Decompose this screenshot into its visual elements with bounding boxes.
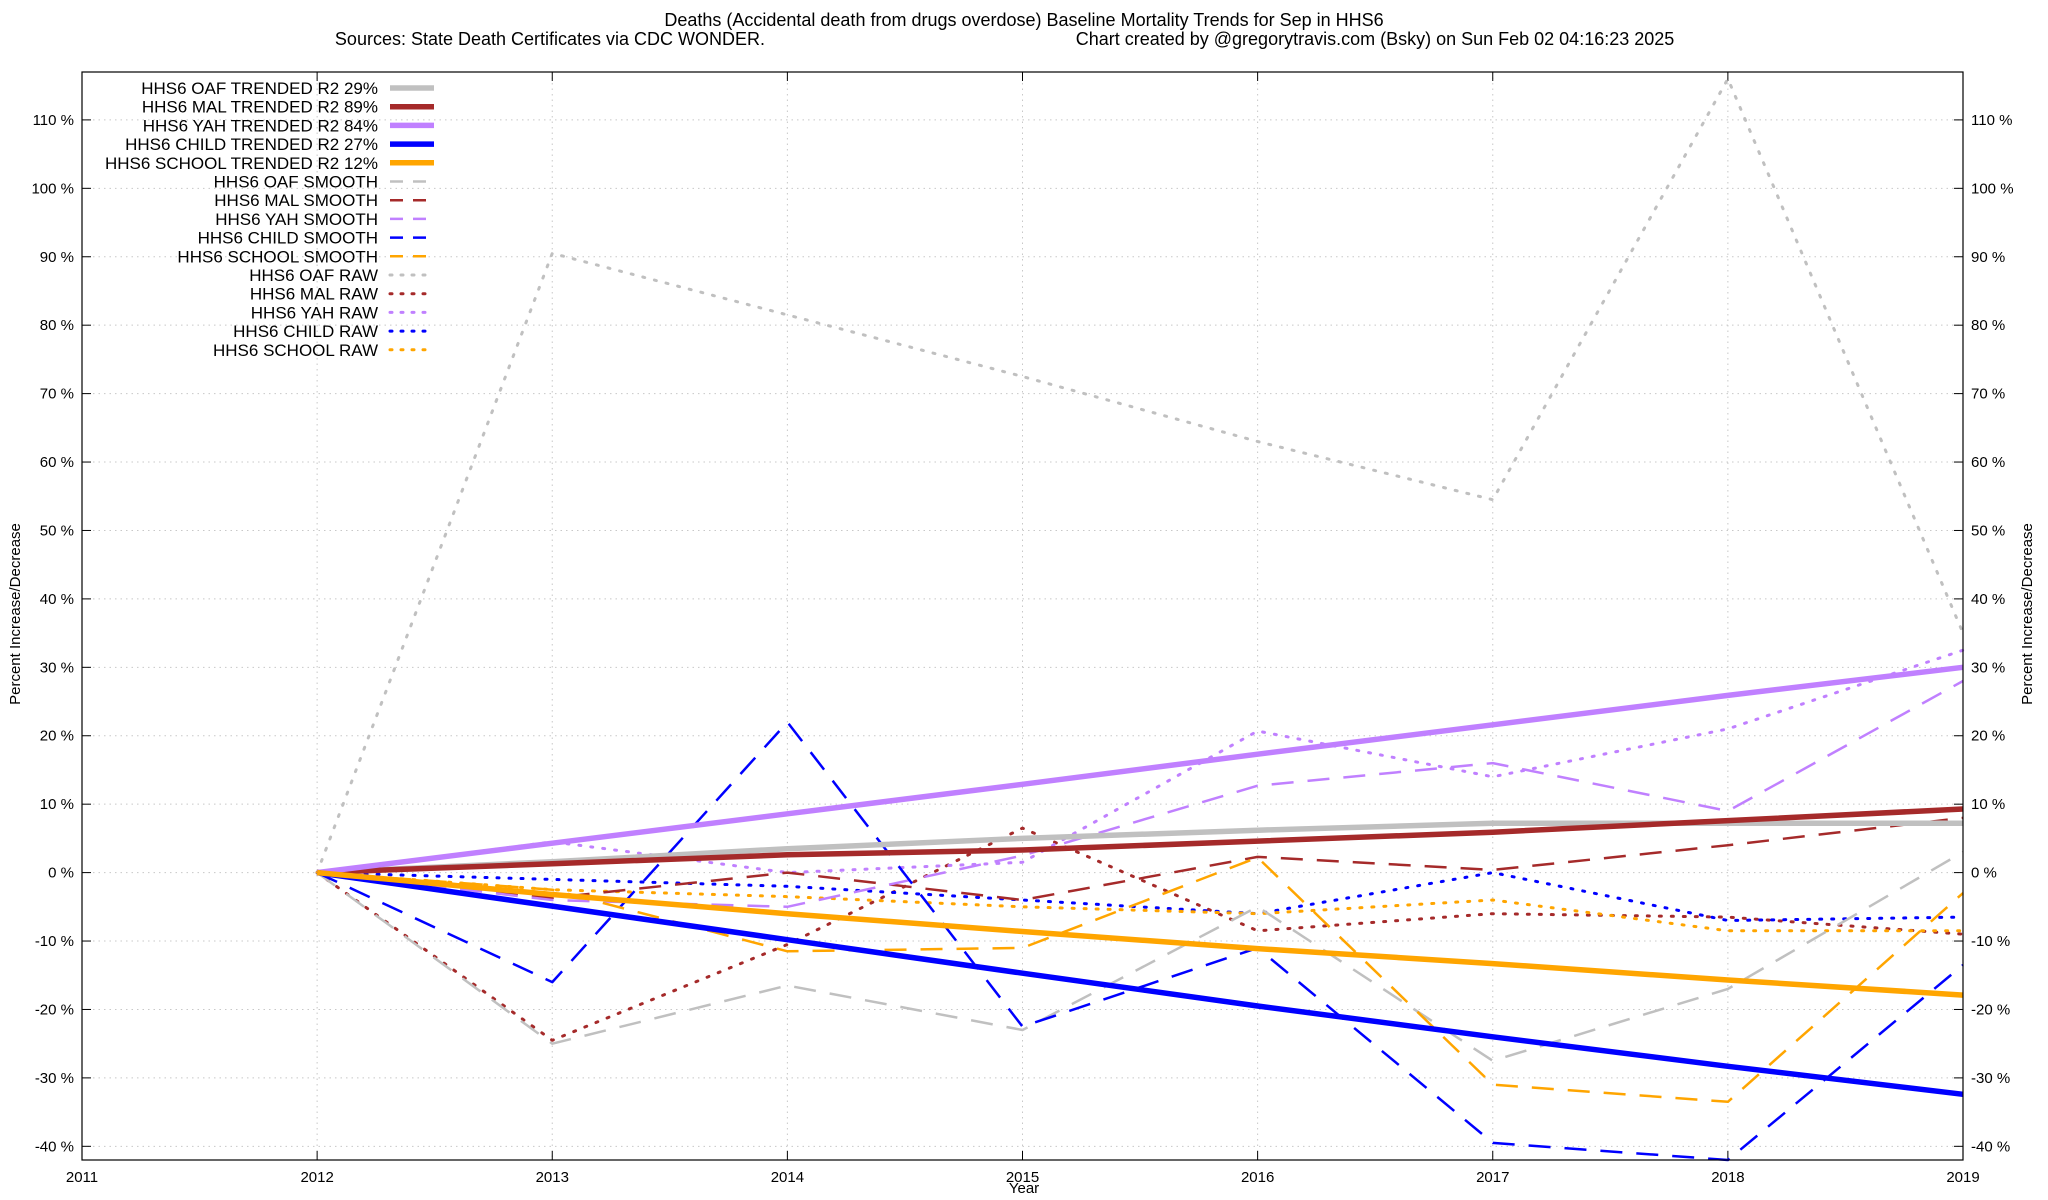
chart-subtitle-sources: Sources: State Death Certificates via CD… <box>335 29 765 49</box>
y-tick-label-left: 90 % <box>40 249 74 266</box>
legend-label: HHS6 CHILD SMOOTH <box>198 229 378 248</box>
legend: HHS6 OAF TRENDED R2 29%HHS6 MAL TRENDED … <box>105 79 436 360</box>
legend-label: HHS6 YAH TRENDED R2 84% <box>143 116 378 135</box>
legend-label: HHS6 YAH SMOOTH <box>215 210 378 229</box>
x-tick-label: 2014 <box>771 1169 804 1186</box>
x-tick-label: 2019 <box>1946 1169 1979 1186</box>
series-line-hhs6-yah-raw <box>315 648 1965 875</box>
y-tick-label-right: 40 % <box>1971 591 2005 608</box>
legend-label: HHS6 MAL SMOOTH <box>214 191 378 210</box>
legend-label: HHS6 SCHOOL TRENDED R2 12% <box>105 154 378 173</box>
y-tick-label-left: 0 % <box>48 865 74 882</box>
y-tick-label-right: 30 % <box>1971 659 2005 676</box>
y-tick-label-right: 20 % <box>1971 728 2005 745</box>
y-tick-label-left: 40 % <box>40 591 74 608</box>
y-tick-label-left: 50 % <box>40 522 74 539</box>
legend-label: HHS6 MAL TRENDED R2 89% <box>142 98 378 117</box>
series-line-hhs6-yah-smooth <box>316 679 1964 909</box>
legend-label: HHS6 CHILD TRENDED R2 27% <box>125 135 378 154</box>
y-axis-label-left: Percent Increase/Decrease <box>7 523 24 705</box>
series-group <box>315 77 1965 1162</box>
x-tick-label: 2017 <box>1476 1169 1509 1186</box>
x-tick-label: 2011 <box>66 1169 98 1186</box>
legend-label: HHS6 CHILD RAW <box>233 322 378 341</box>
y-tick-label-left: 30 % <box>40 659 74 676</box>
x-tick-label: 2015 <box>1006 1169 1039 1186</box>
y-tick-label-right: 100 % <box>1971 180 2014 197</box>
x-tick-label: 2012 <box>300 1169 333 1186</box>
chart-subtitle-credit: Chart created by @gregorytravis.com (Bsk… <box>1076 29 1675 49</box>
y-tick-label-right: 80 % <box>1971 317 2005 334</box>
legend-label: HHS6 OAF TRENDED R2 29% <box>141 79 378 98</box>
grid <box>81 72 1964 1160</box>
y-tick-label-left: 60 % <box>40 454 74 471</box>
y-tick-label-right: 110 % <box>1971 112 2012 129</box>
x-tick-label: 2013 <box>536 1169 569 1186</box>
y-tick-label-left: 70 % <box>40 386 74 403</box>
chart-title: Deaths (Accidental death from drugs over… <box>664 10 1383 30</box>
legend-label: HHS6 OAF SMOOTH <box>214 173 378 192</box>
series-line-hhs6-yah-trended <box>316 664 1964 876</box>
series-line-hhs6-oaf-raw <box>315 77 1965 875</box>
series-line-hhs6-school-raw <box>315 871 1965 933</box>
y-tick-label-left: 20 % <box>40 728 74 745</box>
legend-label: HHS6 SCHOOL SMOOTH <box>177 247 378 266</box>
series-line-hhs6-school-trended <box>316 869 1964 998</box>
y-tick-label-left: 100 % <box>31 180 74 197</box>
y-tick-label-left: -40 % <box>35 1138 74 1155</box>
y-tick-label-left: -10 % <box>35 933 74 950</box>
series-line-hhs6-mal-smooth <box>316 816 1964 902</box>
x-tick-label: 2018 <box>1711 1169 1744 1186</box>
y-tick-label-right: 60 % <box>1971 454 2005 471</box>
series-line-hhs6-school-smooth <box>317 856 1964 1104</box>
y-tick-label-left: 80 % <box>40 317 74 334</box>
y-tick-label-right: -40 % <box>1971 1138 2010 1155</box>
y-tick-label-right: 10 % <box>1971 796 2005 813</box>
series-line-hhs6-mal-trended <box>316 806 1964 876</box>
y-tick-label-right: -30 % <box>1971 1070 2010 1087</box>
y-tick-label-right: -20 % <box>1971 1001 2010 1018</box>
y-tick-label-right: -10 % <box>1971 933 2010 950</box>
y-tick-label-right: 90 % <box>1971 249 2005 266</box>
y-tick-label-left: 10 % <box>40 796 74 813</box>
y-tick-label-left: -30 % <box>35 1070 74 1087</box>
series-line-hhs6-oaf-smooth <box>316 851 1964 1063</box>
y-tick-label-right: 50 % <box>1971 522 2005 539</box>
y-tick-label-left: 110 % <box>33 112 74 129</box>
y-tick-label-right: 70 % <box>1971 386 2005 403</box>
series-line-hhs6-child-raw <box>315 871 1965 922</box>
y-tick-label-left: -20 % <box>35 1001 74 1018</box>
axis-ticks: -40 % -40 % -30 % -30 % -20 % -20 % -10 % -10 %… <box>31 72 2014 1186</box>
legend-label: HHS6 SCHOOL RAW <box>213 341 378 360</box>
x-tick-label: 2016 <box>1241 1169 1274 1186</box>
x-axis-label: Year <box>1009 1180 1039 1197</box>
legend-label: HHS6 MAL RAW <box>250 285 378 304</box>
plot-frame <box>81 71 1964 1161</box>
series-line-hhs6-child-trended <box>316 869 1964 1098</box>
y-axis-label-right: Percent Increase/Decrease <box>2019 523 2036 705</box>
legend-label: HHS6 YAH RAW <box>251 303 378 322</box>
y-tick-label-right: 0 % <box>1971 865 1997 882</box>
legend-label: HHS6 OAF RAW <box>249 266 378 285</box>
